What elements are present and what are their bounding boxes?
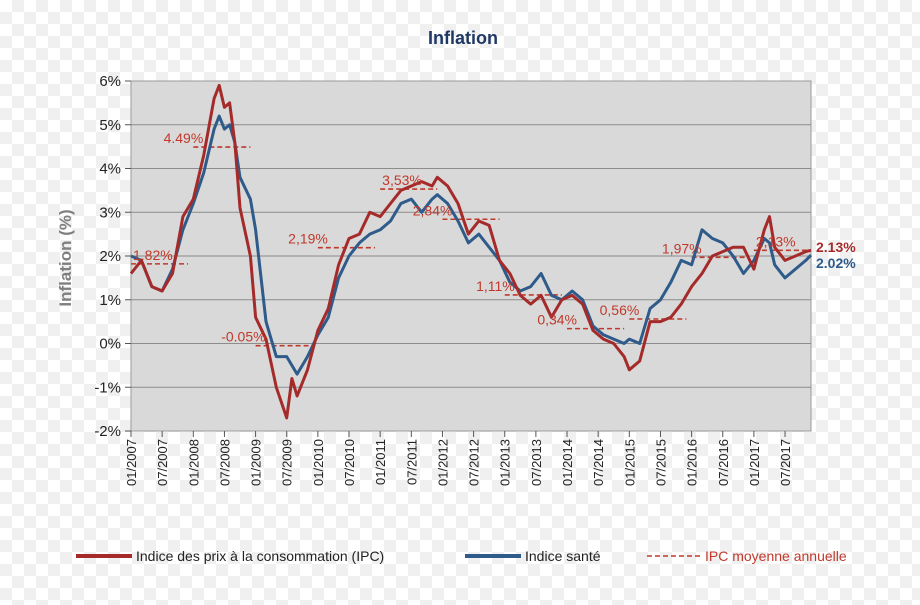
legend-label-sante: Indice santé: [525, 548, 601, 564]
chart-title: Inflation: [428, 28, 498, 48]
annual-mean-label: 2,84%: [413, 202, 453, 218]
x-tick-label: 01/2009: [249, 439, 264, 486]
annual-mean-label: 3,53%: [382, 172, 422, 188]
x-tick-label: 07/2007: [155, 439, 170, 486]
annual-mean-label: 4.49%: [164, 130, 204, 146]
annual-mean-label: 1.82%: [133, 247, 173, 263]
y-axis-label: Inflation (%): [56, 209, 75, 306]
x-tick-label: 01/2016: [685, 439, 700, 486]
legend: Indice des prix à la consommation (IPC) I…: [76, 548, 847, 564]
x-tick-label: 07/2016: [716, 439, 731, 486]
y-axis-ticks: -2% -1% 0% 1% 2% 3% 4% 5% 6%: [94, 73, 131, 440]
end-value-label: 2.13%: [816, 239, 856, 255]
x-tick-label: 01/2013: [498, 439, 513, 486]
x-tick-label: 01/2014: [560, 439, 575, 486]
annual-mean-label: 0,34%: [537, 312, 577, 328]
x-tick-label: 01/2012: [435, 439, 450, 486]
y-tick-label: 3%: [99, 204, 121, 221]
y-tick-label: -1%: [94, 379, 121, 396]
annual-mean-label: 1,11%: [476, 278, 515, 294]
y-tick-label: 2%: [99, 248, 121, 265]
x-tick-label: 01/2015: [622, 439, 637, 486]
y-tick-label: 5%: [99, 117, 121, 134]
x-tick-label: 01/2011: [373, 439, 388, 485]
end-value-labels: 2.13%2.02%: [816, 239, 856, 271]
x-tick-label: 01/2010: [311, 439, 326, 486]
end-value-label: 2.02%: [816, 255, 856, 271]
x-tick-label: 07/2013: [529, 439, 544, 486]
ipc-line: [129, 83, 812, 420]
series-lines: [129, 83, 813, 420]
y-tick-label: -2%: [94, 423, 121, 440]
x-tick-label: 07/2017: [778, 439, 793, 486]
y-tick-label: 6%: [99, 73, 121, 90]
x-tick-label: 07/2015: [653, 439, 668, 486]
x-tick-label: 01/2017: [747, 439, 762, 486]
x-tick-label: 07/2008: [217, 439, 232, 486]
annual-mean-label: 2,13%: [756, 233, 796, 249]
x-tick-label: 01/2007: [124, 439, 139, 486]
y-tick-label: 4%: [99, 161, 121, 178]
x-axis-ticks: 01/2007 07/2007 01/2008 07/2008 01/2009 07/20…: [124, 431, 793, 486]
legend-label-ipc: Indice des prix à la consommation (IPC): [136, 548, 384, 564]
grid-lines: [131, 124, 811, 388]
annual-mean-label: 2,19%: [288, 231, 328, 247]
x-tick-label: 07/2010: [342, 439, 357, 486]
x-tick-label: 01/2008: [186, 439, 201, 486]
x-tick-label: 07/2012: [467, 439, 482, 486]
annual-mean-labels: 1.82% 4.49% -0.05% 2,19% 3,53% 2,84% 1,11% 0,34…: [133, 130, 796, 345]
legend-label-mean: IPC moyenne annuelle: [705, 548, 847, 564]
x-tick-label: 07/2014: [591, 439, 606, 486]
y-tick-label: 1%: [99, 292, 121, 309]
x-tick-label: 07/2011: [404, 439, 419, 485]
annual-mean-label: -0.05%: [221, 329, 265, 345]
y-tick-label: 0%: [99, 336, 121, 353]
x-tick-label: 07/2009: [280, 439, 295, 486]
annual-mean-label: 1,97%: [662, 240, 702, 256]
annual-mean-label: 0,56%: [600, 302, 640, 318]
